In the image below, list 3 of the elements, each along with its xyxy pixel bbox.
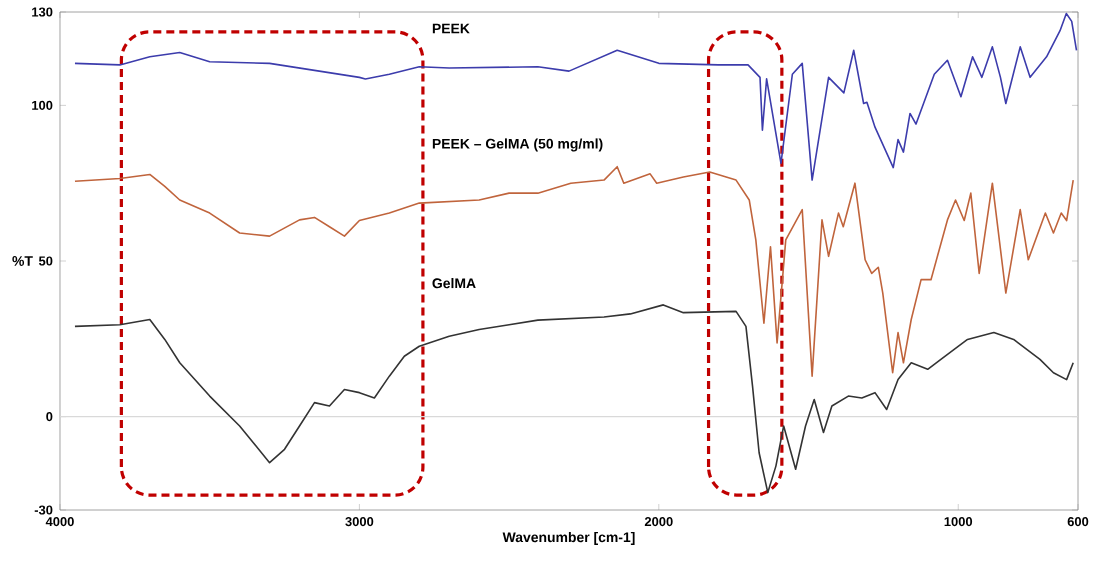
line-series <box>74 12 1078 181</box>
line-series <box>74 304 1075 494</box>
line-series <box>74 165 1075 377</box>
